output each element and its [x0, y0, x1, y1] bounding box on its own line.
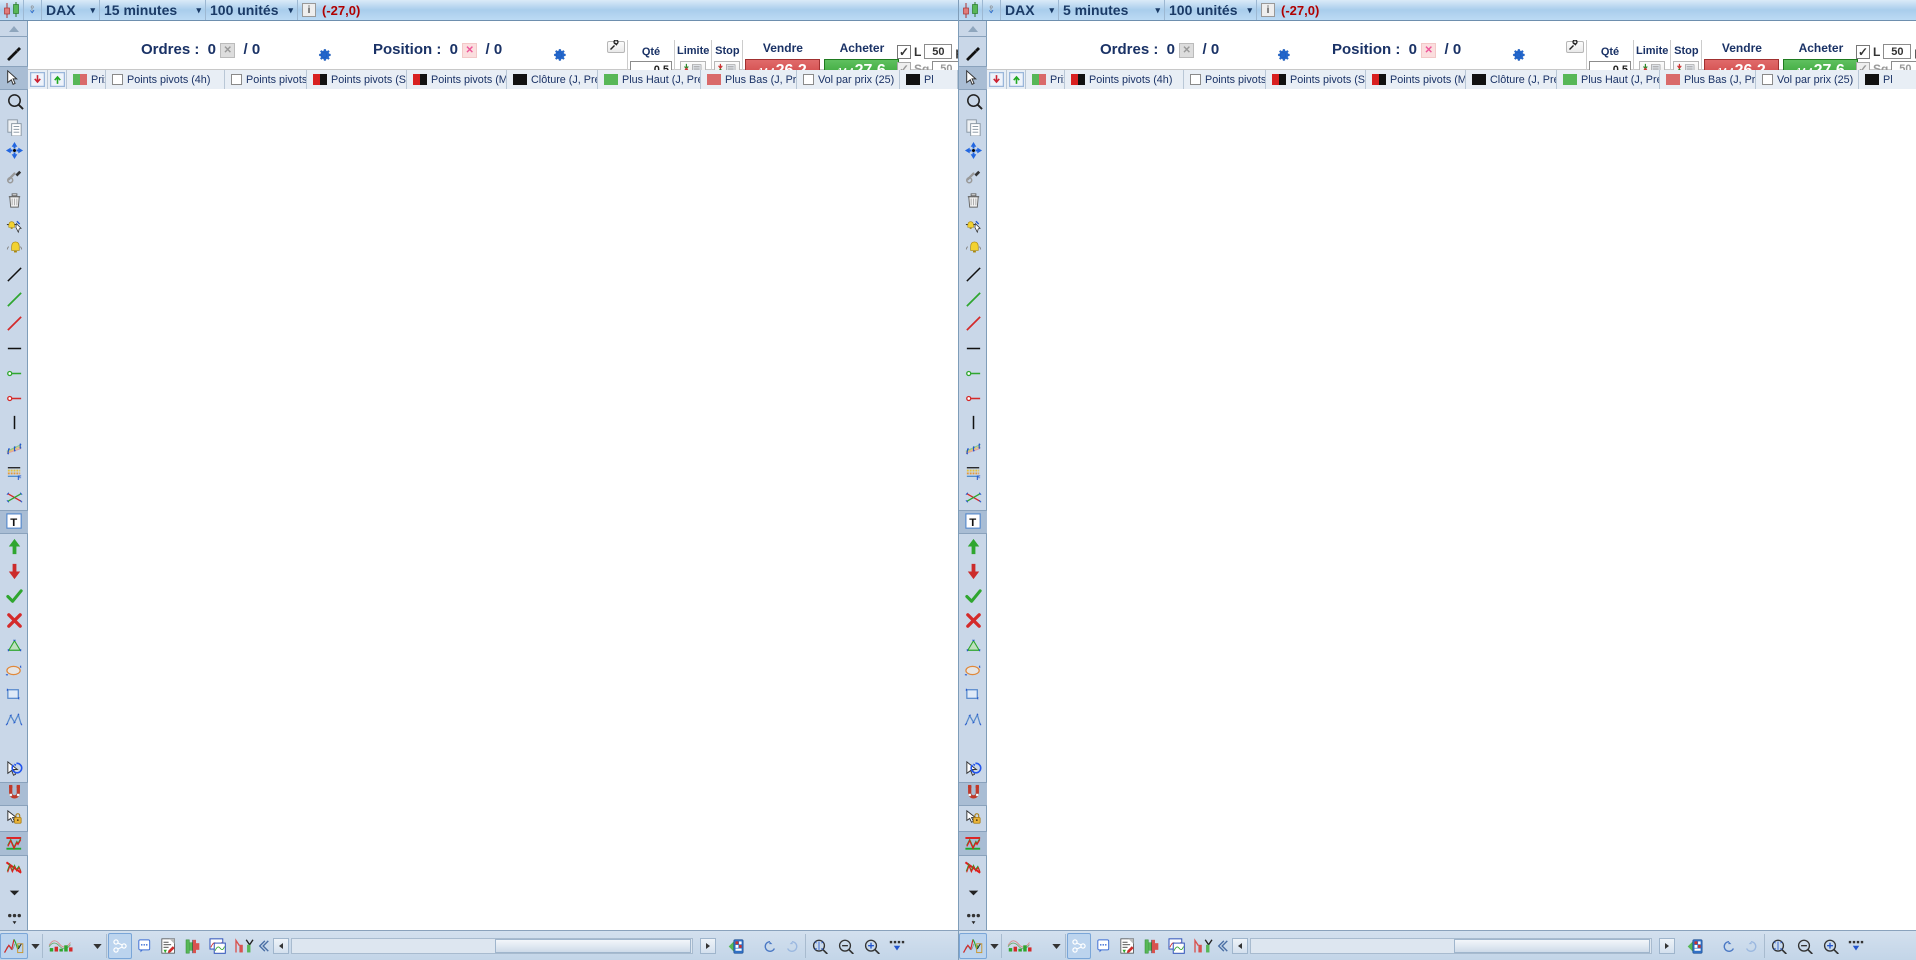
svg-text:T: T [10, 517, 17, 529]
svg-text:F: F [976, 475, 980, 482]
svg-text:T: T [969, 517, 976, 529]
svg-text:F: F [17, 475, 21, 482]
